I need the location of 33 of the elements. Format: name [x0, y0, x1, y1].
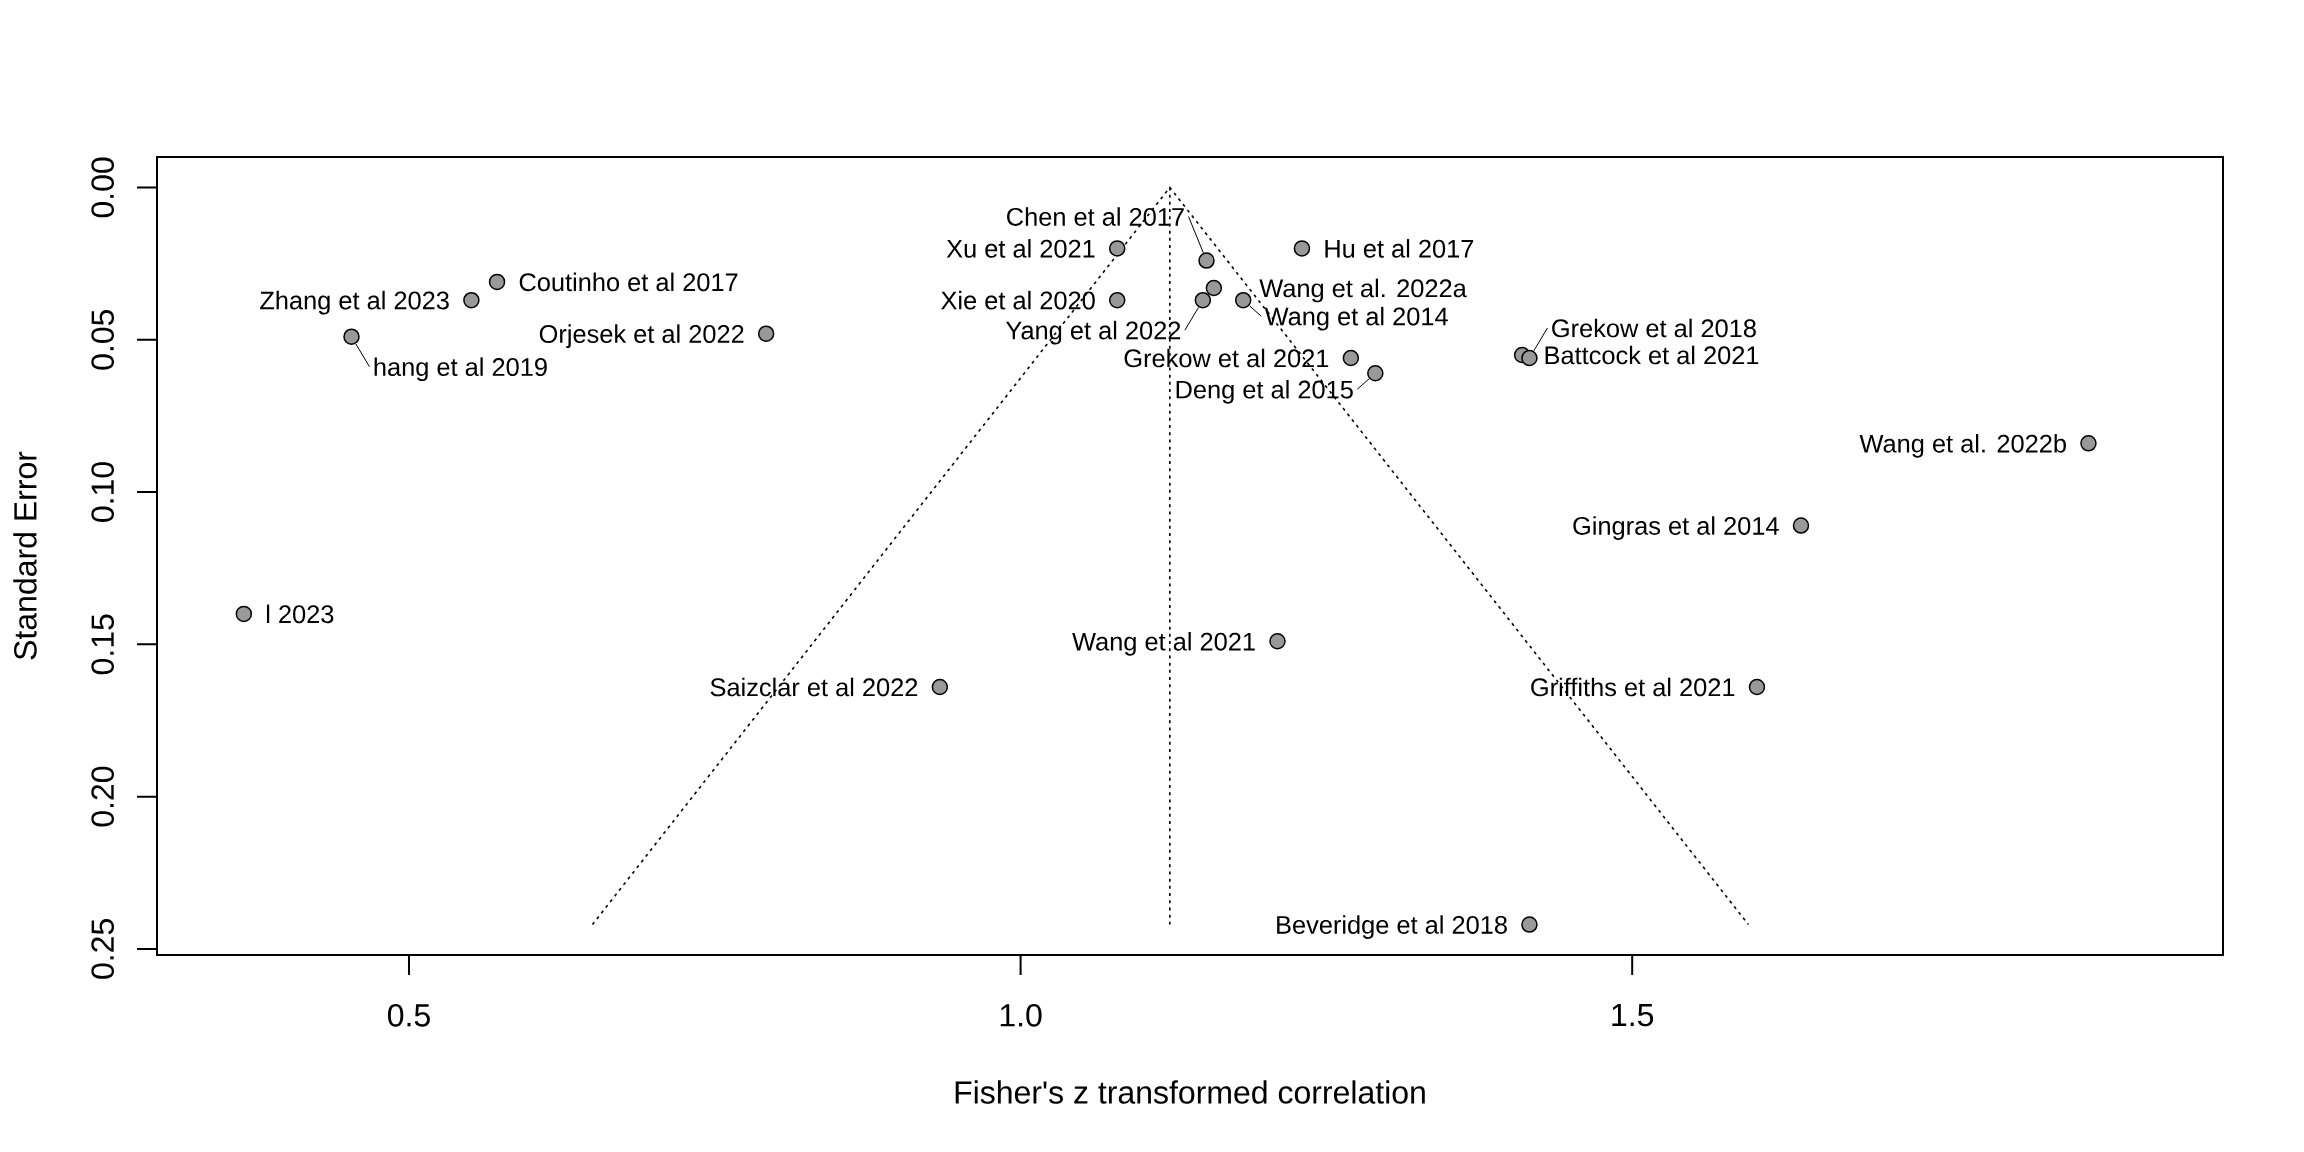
annotation: Deng et al 2015 [1176, 379, 1353, 404]
annotation: Xu et al 2021 [946, 239, 1095, 258]
annotation: Zhang et al 2023 [260, 290, 449, 315]
y-tick-label: 0.00 [91, 157, 114, 218]
annotation: Hu et al 2017 [1325, 239, 1474, 258]
annotation: Coutinho et al 2017 [519, 272, 738, 292]
annotation: Wang et al 2014 [1264, 306, 1448, 331]
annotation: l 2023 [266, 604, 334, 624]
annotation: Grekow et al 2018 [1552, 318, 1756, 338]
annotation: Chen et al 2017 [1007, 207, 1184, 226]
annotation: Beveridge et al 2018 [1277, 915, 1507, 939]
y-axis-title: Standard Error [13, 451, 37, 660]
annotation: Wang et al. 2022a [1259, 278, 1467, 303]
x-tick-label: 1.5 [1612, 1003, 1654, 1027]
annotation: Orjesek et al 2022 [539, 324, 744, 349]
x-tick-label: 0.5 [387, 1004, 430, 1027]
annotation: Gingras et al 2014 [1573, 516, 1779, 540]
annotation: Saizclar et al 2022 [710, 677, 918, 697]
annotation: Wang et al 2021 [1072, 631, 1255, 656]
annotation: Wang et al. 2022b [1859, 434, 2066, 458]
y-tick-label: 0.05 [91, 309, 114, 370]
y-tick-label: 0.15 [91, 614, 114, 675]
y-tick-label: 0.20 [91, 766, 114, 827]
y-tick-label: 0.25 [91, 919, 114, 979]
x-tick-label: 1.0 [1000, 1004, 1042, 1027]
annotation: Battcock et al 2021 [1545, 345, 1759, 365]
annotation: Griffiths et al 2021 [1531, 677, 1735, 697]
annotation: hang et al 2019 [374, 357, 547, 382]
annotation: Yang et al 2022 [1005, 320, 1181, 345]
annotation: Grekow et al 2021 [1124, 348, 1329, 368]
annotation: Xie et al 2020 [941, 290, 1095, 310]
x-axis-title: Fisher's z transformed correlation [955, 1080, 1425, 1104]
y-tick-label: 0.10 [91, 462, 114, 522]
